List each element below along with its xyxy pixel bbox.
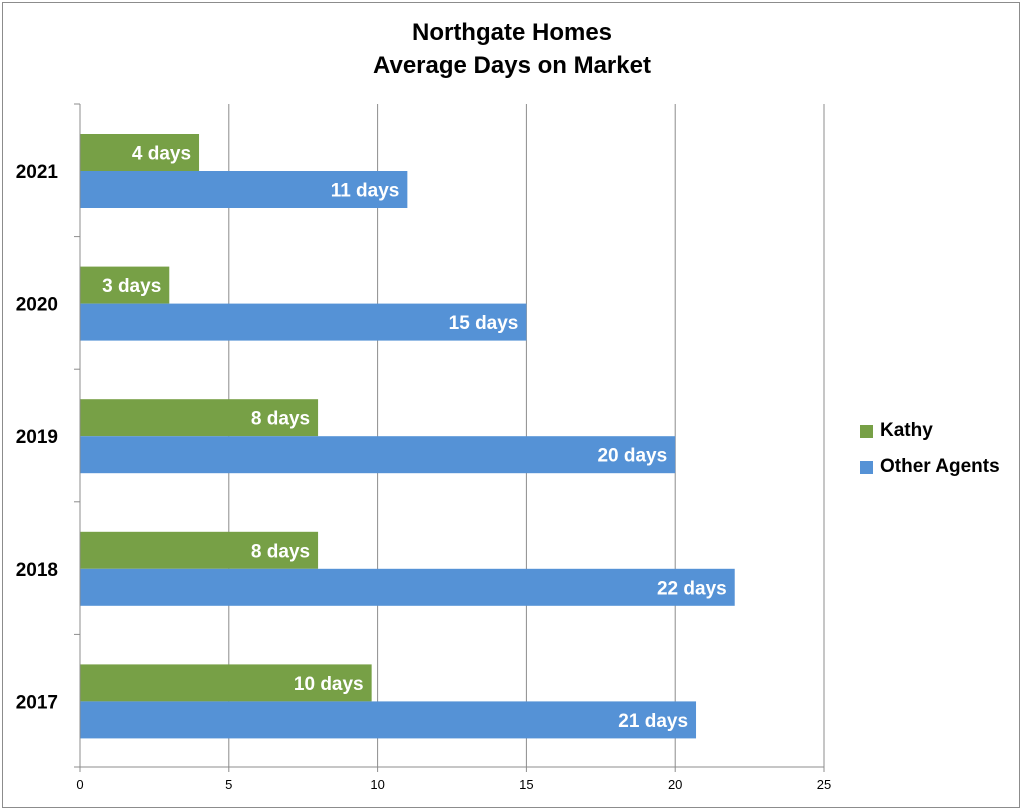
bar-kathy-2017	[80, 664, 372, 702]
bar-other-agents-2019	[80, 436, 676, 474]
bars	[80, 134, 735, 739]
data-label: 11 days	[331, 181, 400, 202]
data-label: 10 days	[294, 674, 364, 695]
bar-kathy-2020	[80, 266, 170, 304]
data-label: 4 days	[132, 144, 191, 165]
bar-other-agents-2020	[80, 303, 527, 341]
legend-swatch-kathy	[860, 424, 873, 438]
y-category-label: 2018	[16, 560, 58, 581]
x-tick-label: 5	[225, 777, 232, 792]
axes	[74, 103, 825, 772]
bar-kathy-2019	[80, 399, 319, 437]
y-category-label: 2017	[16, 692, 58, 713]
data-label: 21 days	[618, 711, 688, 732]
chart-title: Northgate Homes Average Days on Market	[0, 16, 1024, 82]
data-label: 15 days	[449, 313, 519, 334]
bar-other-agents-2018	[80, 568, 735, 606]
data-label: 3 days	[102, 276, 161, 297]
data-label: 20 days	[597, 446, 667, 467]
data-label: 8 days	[251, 541, 310, 562]
legend-swatch-other-agents	[860, 460, 873, 474]
data-label: 22 days	[657, 578, 727, 599]
data-label: 8 days	[251, 409, 310, 430]
x-tick-label: 10	[370, 777, 384, 792]
bar-other-agents-2017	[80, 701, 697, 739]
x-tick-label: 0	[76, 777, 83, 792]
bar-kathy-2021	[80, 134, 200, 171]
legend-item-other-agents: Other Agents	[860, 456, 1000, 478]
chart-title-line-1: Northgate Homes	[411, 19, 613, 46]
legend-item-kathy: Kathy	[860, 420, 933, 442]
bar-other-agents-2021	[80, 171, 408, 208]
x-tick-label: 20	[668, 777, 682, 792]
y-category-label: 2020	[16, 295, 58, 316]
x-tick-label: 15	[519, 777, 533, 792]
legend-label-other-agents: Other Agents	[880, 456, 1000, 477]
y-category-label: 2019	[16, 427, 58, 448]
x-tick-label: 25	[817, 777, 831, 792]
labels: 0 5 10 15 20 25 4 days 11 days 2021 3 days 15 days…	[16, 144, 832, 793]
legend-label-kathy: Kathy	[880, 420, 933, 441]
bar-kathy-2018	[80, 531, 319, 569]
gridlines	[228, 104, 825, 767]
y-category-label: 2021	[16, 162, 59, 183]
chart-title-line-2: Average Days on Market	[373, 52, 651, 79]
